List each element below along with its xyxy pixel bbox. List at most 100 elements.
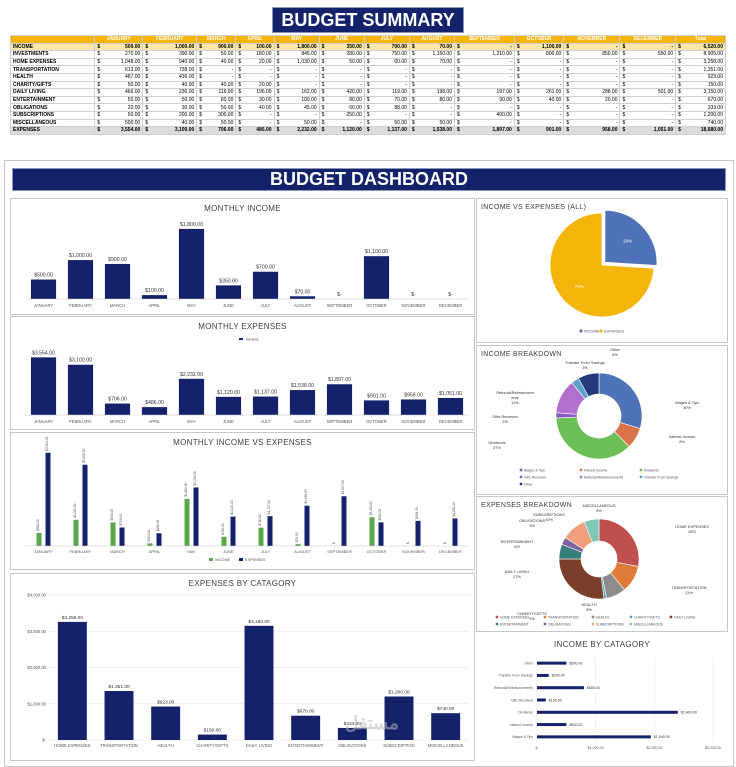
table-cell: $ -: [408, 110, 456, 120]
currency-symbol: $: [97, 104, 101, 111]
currency-symbol: $: [238, 89, 242, 96]
table-cell: $50.00: [94, 95, 144, 105]
chart-title: INCOME BY CATAGORY: [554, 640, 650, 649]
monthly-income-chart[interactable]: MONTHLY INCOME $500.00 JANUARY $1,000.00 FE…: [10, 198, 475, 315]
cell-value: 150.00: [707, 81, 723, 88]
income-vs-expenses-chart[interactable]: MONTHLY INCOME VS EXPENSES $500.00 $3,554…: [10, 432, 475, 570]
tick-label: JANUARY: [34, 419, 54, 424]
table-cell: $ -: [273, 80, 320, 90]
table-cell: $50.00: [142, 95, 198, 105]
currency-symbol: $: [516, 43, 520, 50]
table-cell: $1,897.00: [454, 126, 515, 135]
data-label: $-: [406, 541, 410, 544]
tick-label: Wages & Tips: [512, 735, 533, 739]
chart-title: INCOME BREAKDOWN: [481, 351, 562, 358]
table-cell: $ -: [318, 65, 365, 74]
currency-symbol: $: [366, 74, 370, 81]
income-by-category-plot: $- $1,000.00 $2,000.00 $3,000.00 $500.00 Othe…: [494, 657, 721, 750]
dashboard-title: BUDGET DASHBOARD: [12, 168, 726, 191]
table-cell: $750.00: [363, 50, 410, 59]
monthly-expenses-chart[interactable]: MONTHLY EXPENSES Series1 $3,554.00 JANUARY…: [10, 316, 475, 430]
tick-label: OCTOBER: [366, 419, 387, 424]
currency-symbol: $: [516, 89, 520, 96]
donut-slice: [558, 558, 605, 600]
column-header: [9, 35, 96, 44]
currency-symbol: $: [411, 81, 415, 88]
currency-symbol: $: [276, 97, 280, 104]
tick-label: HOME EXPENSES: [54, 743, 91, 748]
table-cell: $1,800.00: [273, 42, 320, 52]
table-cell: $3,258.00: [675, 57, 726, 67]
table-cell: $197.00: [454, 88, 515, 97]
bar: [537, 661, 567, 665]
expenses-breakdown-chart[interactable]: EXPENSES BREAKDOWN HOME EXPENSES 28% TRANS…: [476, 496, 728, 632]
currency-symbol: $: [145, 104, 149, 111]
cell-value: -: [231, 74, 234, 81]
currency-symbol: $: [678, 74, 681, 81]
data-label: MISCELLANEOUS: [582, 503, 615, 508]
column-header: FEBRUARY: [142, 35, 198, 44]
bar-expenses: [267, 516, 273, 546]
donut-slice: [583, 518, 600, 543]
income-by-category-chart[interactable]: INCOME BY CATAGORY $- $1,000.00 $2,000.00 $…: [476, 634, 728, 761]
table-row: INCOME $500.00 $1,000.00 $900.00 $100.00 $1,8…: [9, 42, 726, 52]
currency-symbol: $: [516, 81, 520, 88]
table-cell: $ -: [454, 72, 515, 82]
cell-value: -: [510, 59, 512, 66]
cell-value: 300.00: [218, 112, 234, 119]
cell-value: -: [615, 104, 618, 111]
table-cell: $ -: [318, 80, 365, 90]
tick-label: $2,000.00: [646, 746, 662, 750]
table-cell: $ -: [454, 57, 515, 67]
cell-value: 901.00: [546, 127, 562, 134]
data-label: $486.00: [156, 520, 160, 532]
cell-value: 270.00: [125, 51, 141, 58]
currency-symbol: $: [321, 59, 325, 66]
currency-symbol: $: [366, 119, 370, 126]
tick-label: MISCELLANEOUS: [428, 743, 464, 748]
data-label: $900.00: [110, 509, 114, 521]
legend-swatch: [629, 622, 633, 626]
bar: [104, 691, 134, 740]
currency-symbol: $: [516, 66, 520, 73]
cell-value: -: [360, 66, 362, 73]
income-breakdown-chart[interactable]: INCOME BREAKDOWN Wages & Tips 30% Interest…: [476, 345, 728, 495]
currency-symbol: $: [411, 43, 415, 50]
income-vs-expenses-pie[interactable]: INCOME VS EXPENSES (ALL) 26% 74% INCOME EXP…: [476, 198, 728, 343]
data-label: ENTERTAINMENT: [501, 539, 534, 544]
cell-value: 45.00: [304, 104, 317, 111]
cell-value: -: [315, 81, 317, 88]
bar: [252, 271, 279, 299]
cell-value: -: [559, 112, 562, 119]
table-cell: $100.00: [273, 95, 320, 105]
cell-value: 20.00: [127, 104, 141, 111]
data-label: $70.00: [295, 289, 311, 295]
legend-label: EXPENSES: [245, 558, 266, 562]
cell-value: -: [405, 74, 407, 81]
bar: [178, 378, 205, 415]
currency-symbol: $: [457, 127, 460, 134]
cell-value: 1,200.00: [703, 112, 723, 119]
table-cell: $100.00: [235, 42, 275, 52]
tick-label: JULY: [261, 549, 271, 554]
legend-swatch: [519, 475, 523, 479]
cell-value: -: [671, 74, 674, 81]
table-cell: $800.00: [513, 50, 565, 59]
currency-symbol: $: [622, 43, 626, 50]
currency-symbol: $: [145, 127, 149, 134]
table-cell: $ -: [454, 65, 515, 74]
table-row: MISCELLANEOUS $500.00 $40.00 $50.00 $ - $50.00…: [9, 118, 726, 128]
table-cell: $ -: [363, 110, 410, 120]
tick-label: $4,000.00: [27, 593, 46, 598]
cell-value: 8,905.00: [703, 51, 723, 58]
table-cell: $ -: [513, 110, 565, 120]
data-label: $1,051.00: [439, 391, 462, 397]
expenses-by-category-chart[interactable]: EXPENSES BY CATAGORY $- $1,000.00 $2,000.0…: [10, 573, 475, 761]
cell-value: -: [450, 66, 452, 73]
cell-value: -: [510, 43, 512, 50]
tick-label: SEPTEMBER: [327, 549, 352, 554]
currency-symbol: $: [276, 66, 280, 73]
currency-symbol: $: [457, 66, 460, 73]
currency-symbol: $: [516, 51, 520, 58]
